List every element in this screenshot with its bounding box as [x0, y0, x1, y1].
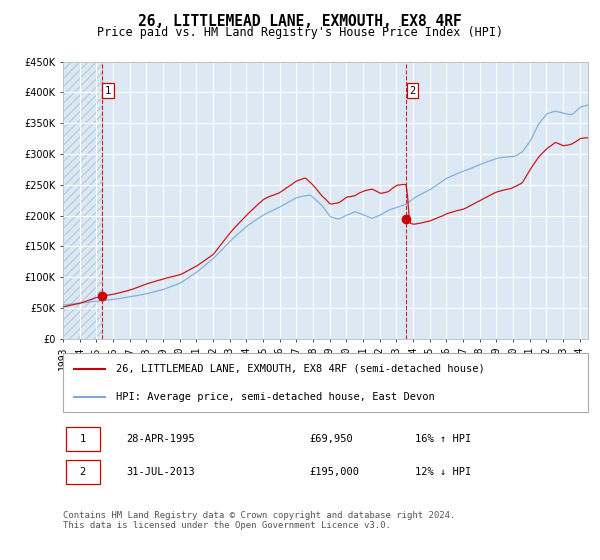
Text: 26, LITTLEMEAD LANE, EXMOUTH, EX8 4RF (semi-detached house): 26, LITTLEMEAD LANE, EXMOUTH, EX8 4RF (s…: [115, 363, 484, 374]
FancyBboxPatch shape: [63, 353, 588, 412]
Text: £69,950: £69,950: [310, 434, 353, 444]
Text: Contains HM Land Registry data © Crown copyright and database right 2024.
This d: Contains HM Land Registry data © Crown c…: [63, 511, 455, 530]
Text: 26, LITTLEMEAD LANE, EXMOUTH, EX8 4RF: 26, LITTLEMEAD LANE, EXMOUTH, EX8 4RF: [138, 14, 462, 29]
Text: 1: 1: [105, 86, 111, 96]
Text: 28-APR-1995: 28-APR-1995: [126, 434, 195, 444]
Text: 2: 2: [409, 86, 416, 96]
Text: 31-JUL-2013: 31-JUL-2013: [126, 467, 195, 477]
Text: 16% ↑ HPI: 16% ↑ HPI: [415, 434, 471, 444]
Polygon shape: [63, 62, 101, 339]
Text: 1: 1: [80, 434, 86, 444]
Text: 2: 2: [80, 467, 86, 477]
FancyBboxPatch shape: [65, 460, 100, 484]
Text: £195,000: £195,000: [310, 467, 360, 477]
FancyBboxPatch shape: [65, 427, 100, 451]
Text: 12% ↓ HPI: 12% ↓ HPI: [415, 467, 471, 477]
Text: HPI: Average price, semi-detached house, East Devon: HPI: Average price, semi-detached house,…: [115, 392, 434, 402]
Text: Price paid vs. HM Land Registry's House Price Index (HPI): Price paid vs. HM Land Registry's House …: [97, 26, 503, 39]
